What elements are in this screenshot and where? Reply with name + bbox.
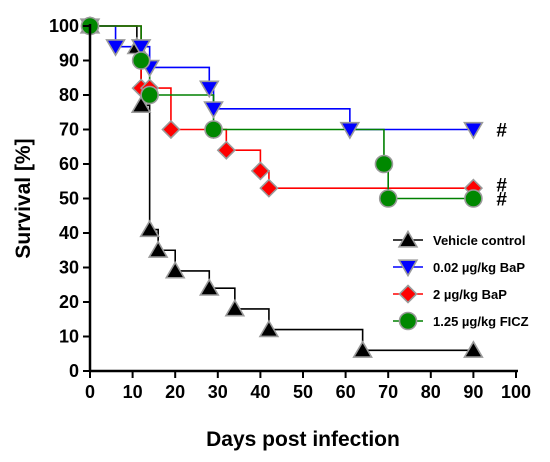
data-point-2-ug-kg-bap: [216, 140, 236, 160]
legend-label: 0.02 µg/kg BaP: [433, 260, 525, 275]
y-tick-label: 10: [59, 327, 79, 347]
x-tick-label: 70: [378, 382, 398, 402]
data-point-1-25-ug-kg-ficz: [464, 189, 483, 208]
data-point-vehicle-control: [258, 319, 280, 338]
x-tick-label: 50: [293, 382, 313, 402]
x-tick-label: 100: [501, 382, 531, 402]
data-point-0-02-ug-kg-bap: [203, 101, 224, 119]
data-point-vehicle-control: [130, 95, 152, 113]
y-tick-label: 90: [59, 51, 79, 71]
legend-item-1-25-ug-kg-ficz: 1.25 µg/kg FICZ: [393, 311, 529, 331]
y-axis-title: Survival [%]: [12, 138, 35, 258]
legend: Vehicle control 0.02 µg/kg BaP 2 µg/kg BaP…: [393, 229, 529, 331]
x-tick-label: 40: [250, 382, 270, 402]
data-point-2-ug-kg-bap: [161, 119, 181, 140]
y-tick-label: 100: [49, 16, 79, 36]
data-point-0-02-ug-kg-bap: [130, 39, 152, 57]
marker-layer: [79, 15, 484, 358]
plot-area: [79, 15, 484, 358]
legend-label: 1.25 µg/kg FICZ: [433, 314, 529, 329]
data-point-1-25-ug-kg-ficz: [140, 85, 159, 105]
x-tick-label: 10: [123, 382, 143, 402]
data-point-1-25-ug-kg-ficz: [374, 154, 394, 174]
annotations: ###: [496, 121, 507, 211]
x-tick-label: 0: [85, 382, 95, 402]
data-point-vehicle-control: [164, 260, 186, 279]
data-point-1-25-ug-kg-ficz: [131, 51, 151, 70]
data-point-vehicle-control: [463, 340, 484, 358]
y-tick-label: 30: [59, 258, 79, 278]
series-layer: [90, 25, 474, 352]
x-tick-label: 80: [421, 382, 441, 402]
data-point-1-25-ug-kg-ficz: [204, 120, 223, 139]
legend-label: 2 µg/kg BaP: [433, 287, 507, 302]
data-point-vehicle-control: [352, 340, 373, 358]
legend-marker: [398, 311, 418, 331]
x-axis-ticks: 0 10 20 30 40 50 60 70 80 90 100: [85, 371, 531, 402]
data-point-vehicle-control: [198, 278, 220, 296]
significance-mark: #: [496, 176, 507, 197]
x-tick-label: 30: [208, 382, 228, 402]
x-axis-title: Days post infection: [206, 428, 400, 451]
data-point-0-02-ug-kg-bap: [198, 80, 220, 99]
y-tick-label: 80: [59, 85, 79, 105]
significance-mark: #: [496, 121, 507, 142]
legend-label: Vehicle control: [433, 233, 525, 248]
x-tick-label: 60: [336, 382, 356, 402]
significance-mark: #: [496, 190, 507, 211]
data-point-vehicle-control: [139, 219, 160, 238]
y-tick-label: 60: [59, 154, 79, 174]
legend-marker: [397, 259, 419, 278]
legend-marker: [398, 284, 418, 304]
y-tick-label: 50: [59, 189, 79, 209]
y-axis-ticks: 0 10 20 30 40 50 60 70 80 90 100: [49, 16, 90, 381]
x-tick-label: 90: [463, 382, 483, 402]
y-tick-label: 20: [59, 292, 79, 312]
y-tick-label: 40: [59, 223, 79, 243]
data-point-vehicle-control: [147, 240, 169, 258]
legend-item-vehicle-control: Vehicle control: [393, 229, 525, 248]
data-point-0-02-ug-kg-bap: [463, 121, 484, 140]
data-point-2-ug-kg-bap: [259, 178, 279, 198]
legend-item-2-ug-kg-bap: 2 µg/kg BaP: [393, 284, 507, 304]
x-tick-label: 20: [165, 382, 185, 402]
data-point-0-02-ug-kg-bap: [105, 39, 126, 57]
data-point-vehicle-control: [224, 298, 246, 317]
y-tick-label: 70: [59, 120, 79, 140]
legend-marker: [397, 229, 419, 248]
data-point-2-ug-kg-bap: [250, 161, 271, 181]
y-tick-label: 0: [69, 361, 79, 381]
data-point-0-02-ug-kg-bap: [339, 121, 361, 140]
data-point-1-25-ug-kg-ficz: [378, 189, 398, 208]
legend-item-0-02-ug-kg-bap: 0.02 µg/kg BaP: [393, 259, 525, 278]
series-markers-1-25-ug-kg-ficz: [80, 16, 483, 208]
